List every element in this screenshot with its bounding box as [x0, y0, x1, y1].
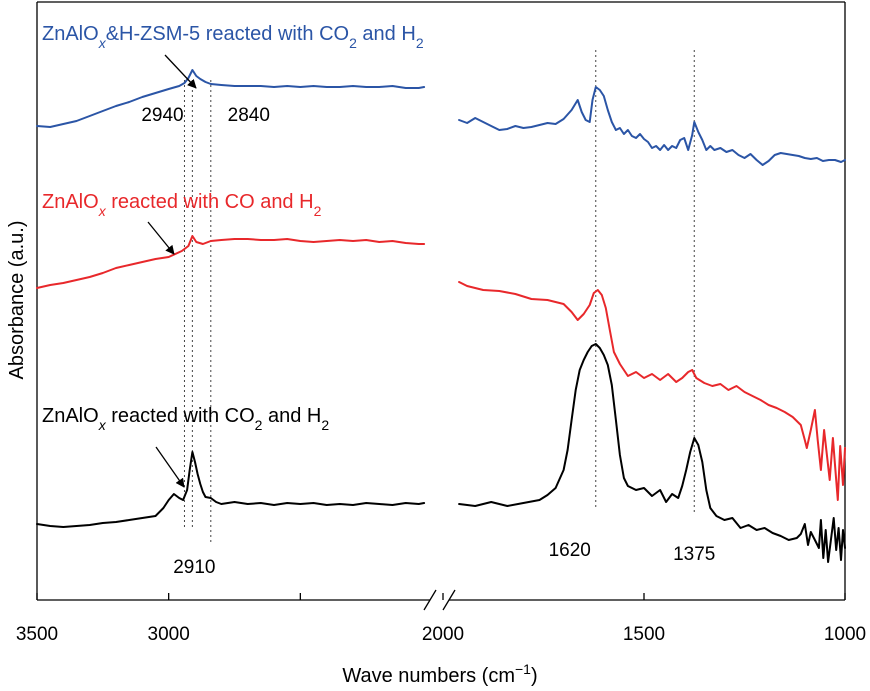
- axis-break-mark-1: [423, 589, 437, 611]
- x-tick-label-3500: 3500: [16, 624, 58, 645]
- x-tick-label-3000: 3000: [148, 624, 190, 645]
- x-axis-title: Wave numbers (cm−1): [342, 661, 537, 687]
- arrow-co: [147, 221, 175, 255]
- axis-break-mark-2: [442, 589, 456, 611]
- trace-series-2-segment-1: [36, 235, 426, 289]
- trace-series-3-segment-2: [458, 343, 846, 563]
- trace-series-1-segment-2: [458, 86, 846, 166]
- series-label-zsm5: ZnAlOx&H-ZSM-5 reacted with CO2 and H2: [42, 23, 424, 51]
- peak-annotations: 2940 2840 2910 1620 1375: [141, 105, 715, 578]
- series-label-co2: ZnAlOx reacted with CO2 and H2: [42, 405, 329, 433]
- x-tick-label-2000: 2000: [422, 624, 464, 645]
- series-label-co: ZnAlOx reacted with CO and H2: [42, 191, 322, 219]
- arrow-zsm5: [164, 54, 197, 89]
- peak-label-2840: 2840: [228, 105, 270, 126]
- trace-series-3-segment-1: [36, 451, 426, 528]
- x-tick-label-1500: 1500: [623, 624, 665, 645]
- peak-label-1375: 1375: [673, 544, 715, 565]
- peak-label-2910: 2910: [173, 557, 215, 578]
- peak-label-2940: 2940: [141, 105, 183, 126]
- spectra-traces: [36, 69, 846, 563]
- axes-frame: [36, 1, 846, 611]
- peak-label-1620: 1620: [549, 540, 591, 561]
- y-axis-title: Absorbance (a.u.): [6, 221, 28, 380]
- x-tick-label-1000: 1000: [824, 624, 866, 645]
- trace-series-1-segment-1: [36, 69, 426, 128]
- arrow-co2: [155, 446, 185, 488]
- trace-series-2-segment-2: [458, 281, 846, 501]
- x-ticks: 3500 3000 2000 1500 1000: [16, 593, 866, 645]
